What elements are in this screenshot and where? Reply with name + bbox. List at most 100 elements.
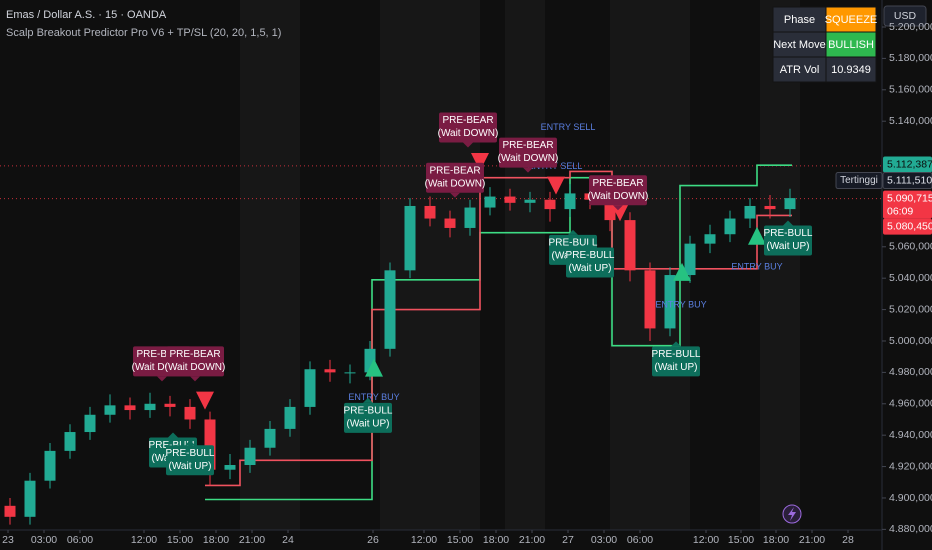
label-text: PRE-BEAR xyxy=(169,349,220,360)
pre-bull-label: PRE-BULL (Wait UP) xyxy=(566,242,615,278)
price-label: 5.090,715 xyxy=(887,192,932,204)
candle-body xyxy=(764,205,776,210)
pre-bear-label: PRE-BEAR (Wait DOWN) xyxy=(498,137,559,173)
label-box xyxy=(439,112,497,143)
signal-marker xyxy=(748,226,766,245)
signal-marker xyxy=(673,262,691,281)
label-box xyxy=(166,445,214,476)
label-box xyxy=(344,402,392,433)
table-value: BULLISH xyxy=(828,39,874,51)
price-label: 5.080,450 xyxy=(887,220,932,232)
label-box xyxy=(652,346,700,377)
candle-body xyxy=(724,218,736,235)
price-countdown: 06:09 xyxy=(887,205,913,217)
label-text: PRE-BULL xyxy=(764,228,813,239)
currency[interactable]: USD xyxy=(894,10,917,22)
status-table: Phase SQUEEZE Next Move BULLISH ATR Vol 10.93… xyxy=(772,6,877,83)
entry-label: ENTRY BUY xyxy=(348,392,399,402)
table-value: 10.9349 xyxy=(831,64,871,76)
candle-body xyxy=(224,465,236,470)
label-text: PRE-BULL xyxy=(344,406,393,417)
candle-body xyxy=(644,270,656,329)
candle-body xyxy=(44,450,56,481)
label-text: PRE-BULL xyxy=(566,250,615,261)
session-band xyxy=(505,0,545,530)
label-pointer xyxy=(168,432,178,438)
y-tick-label: 5.200,000 xyxy=(889,21,932,33)
label-pointer xyxy=(613,205,623,211)
label-text: PRE-BEAR xyxy=(136,349,187,360)
pre-bull-label: PRE-BULL (Wait UP) xyxy=(344,397,393,433)
price-tag: Tertinggi xyxy=(840,175,878,186)
label-text: (Wait DOWN) xyxy=(498,153,559,164)
x-tick-label: 27 xyxy=(562,534,574,546)
candle-body xyxy=(124,405,136,411)
session-band xyxy=(380,0,480,530)
candle-body xyxy=(424,205,436,219)
candle-body xyxy=(484,196,496,208)
x-tick-label: 26 xyxy=(367,534,379,546)
x-tick-label: 18:00 xyxy=(203,534,229,546)
x-tick-label: 03:00 xyxy=(591,534,617,546)
candle-body xyxy=(444,218,456,228)
table-key: ATR Vol xyxy=(780,64,820,76)
entry-label: ENTRY SELL xyxy=(541,122,596,132)
label-text: (Wait DOWN) xyxy=(588,191,649,202)
candle-body xyxy=(544,199,556,210)
label-pointer xyxy=(585,242,595,248)
candle-body xyxy=(504,196,516,203)
candle-body xyxy=(464,207,476,228)
pre-bull-label: PRE-BULL (Wait UP) xyxy=(652,341,701,377)
x-tick-label: 03:00 xyxy=(31,534,57,546)
label-text: PRE-BULL xyxy=(652,349,701,360)
currency-box[interactable] xyxy=(883,5,927,27)
y-tick-label: 5.000,000 xyxy=(889,335,932,347)
candle-body xyxy=(624,220,636,271)
label-pointer xyxy=(363,397,373,403)
x-tick-label: 18:00 xyxy=(763,534,789,546)
y-tick-label: 5.180,000 xyxy=(889,52,932,64)
price-label-box xyxy=(882,172,932,190)
candle-body xyxy=(604,199,616,221)
candle-body xyxy=(84,414,96,433)
x-tick-label: 12:00 xyxy=(693,534,719,546)
label-pointer xyxy=(783,220,793,226)
label-text: (Wait UP) xyxy=(767,241,810,252)
y-tick-label: 5.060,000 xyxy=(889,241,932,253)
y-tick-label: 4.960,000 xyxy=(889,398,932,410)
x-tick-label: 06:00 xyxy=(627,534,653,546)
label-text: (Wait UP) xyxy=(347,419,390,430)
session-band xyxy=(760,0,800,530)
label-text: PRE-BEAR xyxy=(592,178,643,189)
x-tick-label: 15:00 xyxy=(447,534,473,546)
entry-label: ENTRY BUY xyxy=(655,299,706,309)
label-box xyxy=(566,247,614,278)
y-tick-label: 5.140,000 xyxy=(889,115,932,127)
candle-body xyxy=(664,275,676,329)
candle-body xyxy=(204,419,216,470)
label-box xyxy=(166,346,224,377)
candle-body xyxy=(64,432,76,451)
table-cell xyxy=(825,6,877,33)
candle-body xyxy=(184,406,196,420)
pre-bear-label: PRE-BEAR (Wait DOWN) xyxy=(588,175,649,211)
price-label-box xyxy=(883,190,932,219)
price-label: 5.112,387 xyxy=(887,158,932,170)
label-pointer xyxy=(523,167,533,173)
replay-icon[interactable] xyxy=(782,504,802,524)
signal-marker xyxy=(547,176,565,195)
label-pointer xyxy=(157,376,167,382)
icon-bolt[interactable] xyxy=(788,507,796,521)
candle-body xyxy=(744,205,756,219)
candle-body xyxy=(284,406,296,429)
label-text: (Wait UP) xyxy=(655,362,698,373)
x-tick-label: 21:00 xyxy=(239,534,265,546)
signal-marker xyxy=(471,153,489,172)
x-tick-label: 15:00 xyxy=(167,534,193,546)
candle-body xyxy=(364,348,376,373)
candle-body xyxy=(784,198,796,210)
y-tick-label: 5.020,000 xyxy=(889,303,932,315)
x-tick-label: 23 xyxy=(2,534,14,546)
y-tick-label: 5.160,000 xyxy=(889,84,932,96)
